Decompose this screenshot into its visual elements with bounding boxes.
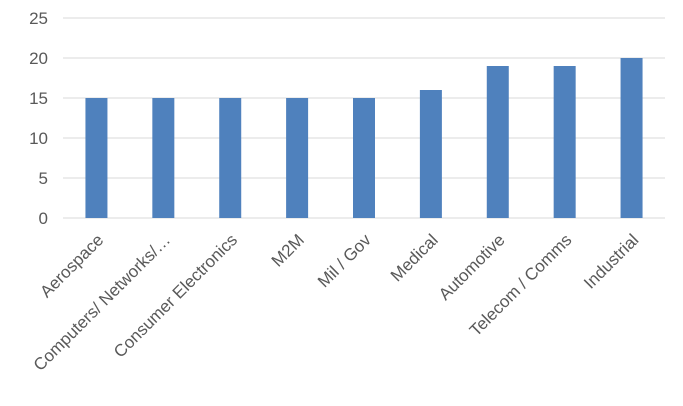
x-category-label: M2M: [268, 230, 308, 270]
bar-0: [85, 98, 108, 218]
y-tick-label: 25: [29, 9, 48, 28]
bars: [85, 58, 643, 218]
bar-5: [419, 90, 442, 218]
bar-8: [620, 58, 643, 218]
y-tick-label: 10: [29, 129, 48, 148]
y-tick-label: 15: [29, 89, 48, 108]
y-axis-tick-labels: 0 5 10 15 20 25: [29, 9, 48, 228]
x-category-label: Consumer Electronics: [110, 230, 241, 361]
x-category-label: Mil / Gov: [314, 230, 375, 291]
x-category-label: Medical: [387, 230, 442, 285]
bar-6: [486, 66, 509, 218]
bar-4: [353, 98, 375, 218]
bar-1: [152, 98, 175, 218]
y-tick-label: 20: [29, 49, 48, 68]
bar-2: [219, 98, 242, 218]
x-category-label: Computers/ Networks/…: [30, 230, 174, 374]
x-category-label: Industrial: [580, 230, 642, 292]
bar-3: [286, 98, 309, 218]
x-category-label: Automotive: [435, 230, 509, 304]
y-tick-label: 5: [39, 169, 48, 188]
x-category-label: Aerospace: [36, 230, 107, 301]
bar-7: [553, 66, 576, 218]
y-tick-label: 0: [39, 209, 48, 228]
